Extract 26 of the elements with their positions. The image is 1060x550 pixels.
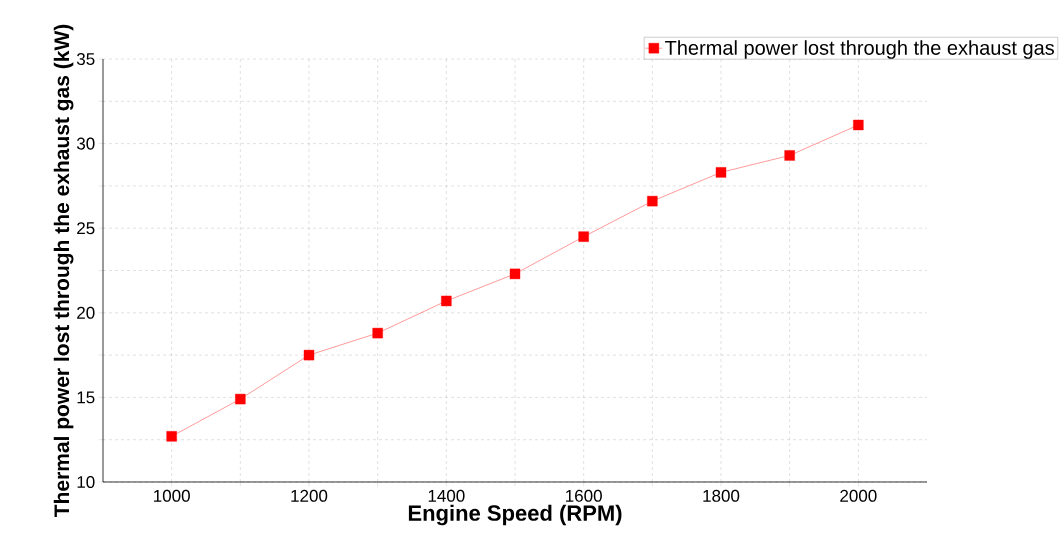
point: [372, 327, 383, 339]
point: [647, 195, 658, 207]
x-tick-label: 1200: [291, 489, 328, 502]
point: [441, 295, 452, 307]
point: [303, 349, 315, 361]
point: [578, 231, 589, 242]
y-tick-label: 15: [77, 391, 95, 404]
point: [715, 167, 727, 178]
x-axis-title: Engine Speed (RPM): [408, 504, 622, 526]
y-tick-label: 25: [77, 222, 95, 235]
x-tick-label: 1800: [703, 489, 740, 502]
legend-label: Thermal power lost through the exhaust gas: [665, 40, 1055, 59]
y-tick-label: 30: [76, 137, 95, 150]
point: [166, 431, 177, 442]
y-tick-label: 10: [77, 475, 95, 489]
x-tick-label: 1600: [566, 489, 602, 502]
x-tick-label: 1000: [154, 489, 190, 502]
y-tick-label: 20: [77, 306, 95, 319]
point: [853, 119, 864, 131]
point: [235, 393, 246, 405]
x-tick-label: 2000: [840, 489, 877, 502]
y-axis-title: Thermal power lost through the exhaust gas (kW): [53, 24, 74, 518]
x-tick-label: 1400: [428, 489, 465, 502]
y-tick-label: 35: [76, 52, 95, 66]
point: [784, 150, 795, 161]
point: [509, 268, 521, 280]
